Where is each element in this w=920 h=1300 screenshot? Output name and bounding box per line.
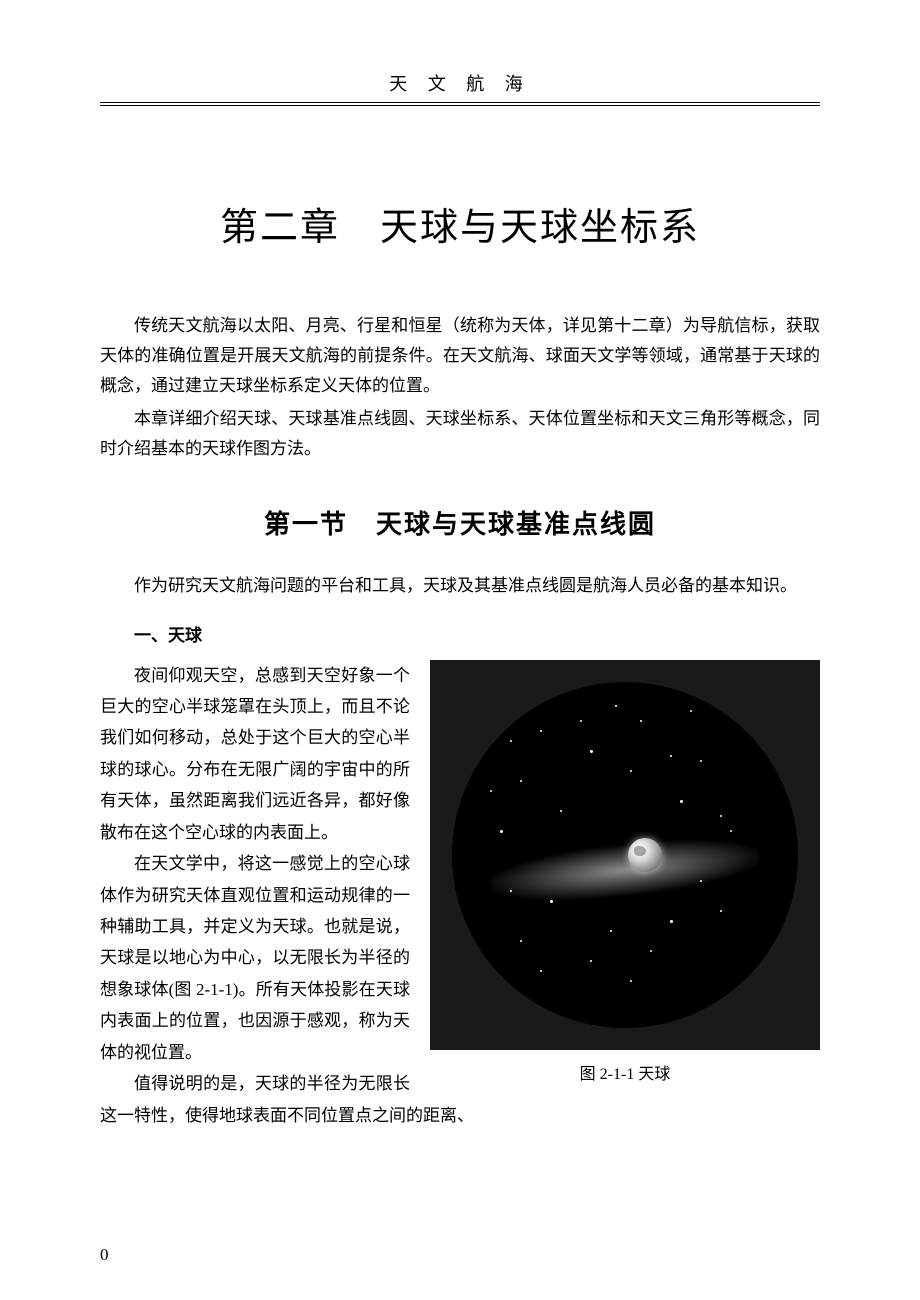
star-icon <box>510 890 512 892</box>
star-icon <box>590 960 592 962</box>
star-icon <box>630 980 632 982</box>
star-icon <box>630 770 632 772</box>
star-icon <box>640 720 642 722</box>
star-icon <box>680 800 683 803</box>
star-icon <box>550 900 553 903</box>
star-icon <box>670 755 672 757</box>
chapter-title: 第二章 天球与天球坐标系 <box>100 196 820 251</box>
star-icon <box>670 920 673 923</box>
star-icon <box>590 750 593 753</box>
celestial-sphere-illustration <box>430 660 820 1050</box>
star-icon <box>720 815 722 817</box>
section-title: 第一节 天球与天球基准点线圆 <box>100 504 820 541</box>
figure-2-1-1: 图 2-1-1 天球 <box>430 660 820 1084</box>
star-icon <box>520 940 522 942</box>
figure-caption: 图 2-1-1 天球 <box>430 1060 820 1084</box>
earth-icon <box>628 838 662 872</box>
star-icon <box>650 950 652 952</box>
star-icon <box>540 730 542 732</box>
star-icon <box>580 720 582 722</box>
intro-paragraph-2: 本章详细介绍天球、天球基准点线圆、天球坐标系、天体位置坐标和天文三角形等概念，同… <box>100 404 820 464</box>
star-icon <box>490 790 492 792</box>
star-icon <box>610 930 612 932</box>
star-icon <box>500 830 503 833</box>
content-with-figure: 图 2-1-1 天球 夜间仰观天空，总感到天空好象一个巨大的空心半球笼罩在头顶上… <box>100 660 820 1132</box>
subheading-1: 一、天球 <box>100 621 820 646</box>
star-icon <box>560 810 562 812</box>
intro-paragraph-1: 传统天文航海以太阳、月亮、行星和恒星（统称为天体，详见第十二章）为导航信标，获取… <box>100 311 820 400</box>
star-icon <box>510 740 512 742</box>
star-icon <box>730 830 732 832</box>
section-intro: 作为研究天文航海问题的平台和工具，天球及其基准点线圆是航海人员必备的基本知识。 <box>100 571 820 601</box>
star-icon <box>540 970 542 972</box>
header-rule <box>100 105 820 106</box>
star-icon <box>700 760 702 762</box>
star-icon <box>615 705 617 707</box>
star-icon <box>690 710 692 712</box>
star-icon <box>520 780 522 782</box>
star-icon <box>700 880 702 882</box>
page-number: 0 <box>100 1245 109 1265</box>
running-header: 天 文 航 海 <box>100 70 820 103</box>
star-icon <box>720 910 722 912</box>
